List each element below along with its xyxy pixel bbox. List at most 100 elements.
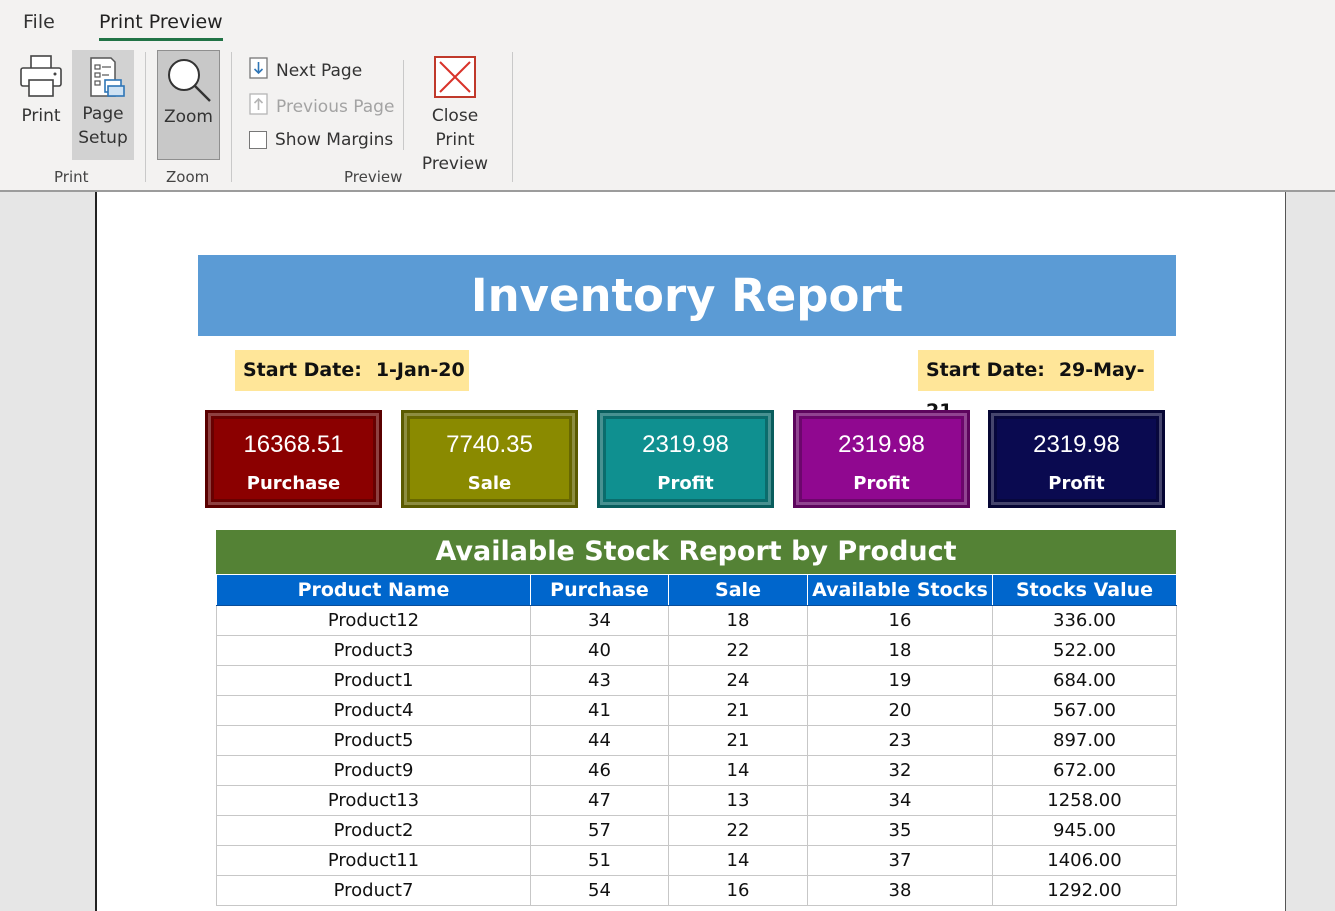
table-cell: 35 [807,815,993,846]
report-title: Inventory Report [198,255,1176,336]
table-cell: Product13 [216,785,531,816]
previous-page-button[interactable]: Previous Page [249,93,394,120]
table-cell: 16 [668,875,808,906]
page-setup-icon [72,54,134,102]
table-cell: Product11 [216,845,531,876]
show-margins-label: Show Margins [275,130,394,150]
table-cell: 19 [807,665,993,696]
table-cell: 945.00 [992,815,1177,846]
table-row: Product9 46 14 32 672.00 [216,755,1177,786]
table-cell: 14 [668,755,808,786]
card-value: 2319.98 [838,431,925,458]
printer-icon [12,52,70,100]
table-cell: Product5 [216,725,531,756]
zoom-button-label: Zoom [163,107,213,127]
group-separator [512,52,513,182]
table-cell: 14 [668,845,808,876]
table-cell: Product9 [216,755,531,786]
group-separator [403,60,404,150]
stock-table: Product Name Purchase Sale Available Sto… [216,574,1177,906]
table-cell: 1406.00 [992,845,1177,876]
column-header: Purchase [530,574,669,606]
next-page-button[interactable]: Next Page [249,57,362,84]
table-cell: 16 [807,605,993,636]
page-setup-label-line2: Setup [78,128,128,148]
table-cell: 22 [668,635,808,666]
card-profit: 2319.98 Profit [597,410,774,508]
table-cell: 672.00 [992,755,1177,786]
table-cell: Product1 [216,665,531,696]
ribbon: Print Page Setup Print Zoo [0,44,1335,192]
table-cell: 18 [807,635,993,666]
column-header: Stocks Value [992,574,1177,606]
card-profit: 2319.98 Profit [988,410,1165,508]
print-button[interactable]: Print [12,52,70,158]
tab-file[interactable]: File [23,11,55,33]
magnifier-icon [158,55,219,105]
table-cell: 46 [530,755,669,786]
table-cell: 32 [807,755,993,786]
table-cell: 54 [530,875,669,906]
card-caption: Purchase [246,473,341,494]
start-date-label: Start Date: [243,359,362,381]
column-header: Available Stocks [807,574,993,606]
next-page-icon [249,57,268,84]
table-cell: 57 [530,815,669,846]
table-cell: 21 [668,695,808,726]
table-row: Product1 43 24 19 684.00 [216,665,1177,696]
checkbox-icon [249,131,267,149]
table-cell: Product3 [216,635,531,666]
table-row: Product2 57 22 35 945.00 [216,815,1177,846]
card-value: 7740.35 [446,431,533,458]
table-row: Product7 54 16 38 1292.00 [216,875,1177,906]
print-button-label: Print [21,106,61,126]
group-label-zoom: Zoom [166,168,210,186]
tab-print-preview-label: Print Preview [99,11,223,33]
card-caption: Sale [467,473,512,494]
card-value: 16368.51 [243,431,344,458]
table-cell: 51 [530,845,669,876]
table-cell: Product2 [216,815,531,846]
table-cell: 567.00 [992,695,1177,726]
group-separator [145,52,146,182]
table-cell: 522.00 [992,635,1177,666]
table-cell: Product7 [216,875,531,906]
table-row: Product5 44 21 23 897.00 [216,725,1177,756]
table-cell: 13 [668,785,808,816]
table-cell: 40 [530,635,669,666]
table-cell: 23 [807,725,993,756]
end-date-label: Start Date: [926,359,1045,381]
table-cell: 684.00 [992,665,1177,696]
table-cell: Product12 [216,605,531,636]
table-header-row: Product Name Purchase Sale Available Sto… [216,574,1177,606]
tab-print-preview[interactable]: Print Preview [99,11,223,41]
column-header: Product Name [216,574,531,606]
card-purchase: 16368.51 Purchase [205,410,382,508]
table-cell: 897.00 [992,725,1177,756]
table-cell: 1258.00 [992,785,1177,816]
preview-workspace[interactable]: Inventory Report Start Date: 1-Jan-20 Sta… [0,192,1335,911]
column-header: Sale [668,574,808,606]
table-cell: 20 [807,695,993,726]
table-cell: 34 [807,785,993,816]
close-print-preview-button[interactable]: Close Print Preview [410,54,500,174]
page-setup-button[interactable]: Page Setup [72,50,134,160]
zoom-button[interactable]: Zoom [157,50,220,160]
start-date-box: Start Date: 1-Jan-20 [235,350,469,391]
table-cell: 47 [530,785,669,816]
table-cell: 41 [530,695,669,726]
card-profit: 2319.98 Profit [793,410,970,508]
card-value: 2319.98 [642,431,729,458]
show-margins-checkbox[interactable]: Show Margins [249,130,393,150]
table-row: Product11 51 14 37 1406.00 [216,845,1177,876]
card-sale: 7740.35 Sale [401,410,578,508]
table-cell: 21 [668,725,808,756]
active-tab-underline [99,38,223,41]
table-cell: 336.00 [992,605,1177,636]
group-separator [231,52,232,182]
table-cell: Product4 [216,695,531,726]
table-cell: 22 [668,815,808,846]
table-cell: 18 [668,605,808,636]
end-date-box: Start Date:29-May-21 [918,350,1154,422]
stock-report-title: Available Stock Report by Product [216,530,1176,574]
